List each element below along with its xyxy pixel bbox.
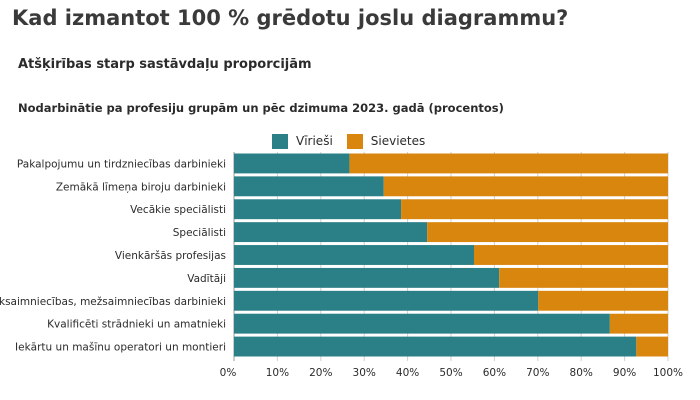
category-label: Vecākie speciālisti bbox=[130, 204, 226, 216]
bar-male[interactable] bbox=[234, 199, 402, 220]
x-tick-label: 30% bbox=[353, 367, 376, 379]
category-label: Vienkāršās profesijas bbox=[115, 250, 226, 262]
bar-female[interactable] bbox=[401, 199, 668, 220]
bar-male[interactable] bbox=[234, 313, 610, 334]
category-label: Speciālisti bbox=[173, 227, 226, 239]
category-label: Lauksaimniecības, mežsaimniecības darbin… bbox=[0, 296, 226, 308]
page-title: Kad izmantot 100 % grēdotu joslu diagram… bbox=[12, 6, 569, 30]
legend-swatch-male bbox=[272, 133, 288, 149]
bar-female[interactable] bbox=[427, 222, 668, 243]
bar-male[interactable] bbox=[234, 336, 637, 357]
x-tick-label: 20% bbox=[309, 367, 332, 379]
legend-item-male[interactable]: Vīrieši bbox=[272, 133, 333, 149]
category-label: Iekārtu un mašīnu operatori un montieri bbox=[15, 342, 226, 354]
x-tick-label: 90% bbox=[613, 367, 636, 379]
bar-female[interactable] bbox=[474, 245, 668, 265]
x-tick-label: 60% bbox=[483, 367, 506, 379]
bar-female[interactable] bbox=[383, 176, 668, 197]
x-tick-label: 50% bbox=[439, 367, 462, 379]
category-label: Pakalpojumu un tirdzniecības darbinieki bbox=[17, 158, 226, 170]
bar-male[interactable] bbox=[234, 176, 384, 197]
bar-female[interactable] bbox=[636, 336, 668, 357]
bar-female[interactable] bbox=[609, 313, 668, 334]
bar-male[interactable] bbox=[234, 290, 539, 311]
x-tick-label: 100% bbox=[653, 367, 683, 379]
category-label: Vadītāji bbox=[187, 273, 226, 285]
x-tick-label: 40% bbox=[396, 367, 419, 379]
bar-female[interactable] bbox=[499, 267, 668, 288]
page-subtitle: Atšķirības starp sastāvdaļu proporcijām bbox=[18, 57, 312, 72]
x-tick-label: 0% bbox=[220, 367, 237, 379]
bar-male[interactable] bbox=[234, 245, 475, 265]
bar-male[interactable] bbox=[234, 153, 350, 174]
bar-male[interactable] bbox=[234, 267, 500, 288]
legend-label-male: Vīrieši bbox=[296, 134, 333, 148]
bar-female[interactable] bbox=[349, 153, 668, 174]
x-tick-label: 80% bbox=[570, 367, 593, 379]
legend-item-female[interactable]: Sievietes bbox=[346, 133, 426, 149]
chart-legend: Vīrieši Sievietes bbox=[272, 132, 439, 150]
category-label: Zemākā līmeņa biroju darbinieki bbox=[56, 181, 226, 193]
legend-label-female: Sievietes bbox=[370, 134, 426, 148]
x-tick-label: 70% bbox=[526, 367, 549, 379]
category-label: Kvalificēti strādnieki un amatnieki bbox=[47, 319, 226, 331]
bar-female[interactable] bbox=[538, 290, 668, 311]
x-tick-label: 10% bbox=[266, 367, 289, 379]
bar-male[interactable] bbox=[234, 222, 428, 243]
chart-title: Nodarbinātie pa profesiju grupām un pēc … bbox=[18, 101, 504, 115]
legend-swatch-female bbox=[346, 133, 363, 149]
